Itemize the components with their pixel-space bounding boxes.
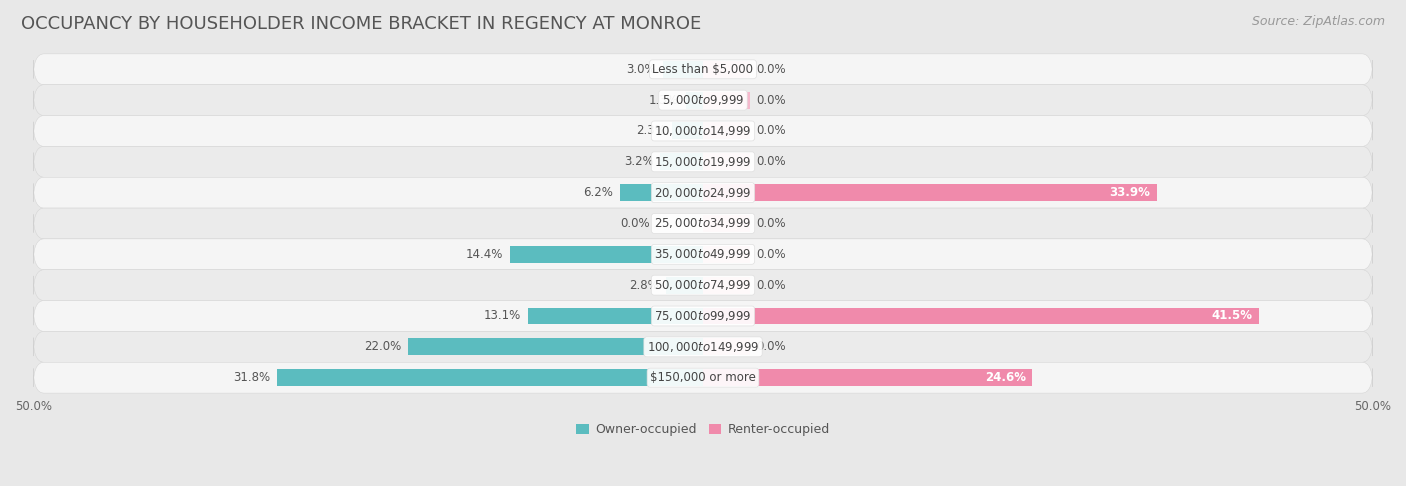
- Text: 3.0%: 3.0%: [627, 63, 657, 76]
- FancyBboxPatch shape: [34, 116, 1372, 146]
- FancyBboxPatch shape: [34, 85, 1372, 116]
- Text: 0.0%: 0.0%: [756, 248, 786, 261]
- FancyBboxPatch shape: [34, 177, 1372, 208]
- Text: 0.0%: 0.0%: [756, 156, 786, 168]
- Text: $15,000 to $19,999: $15,000 to $19,999: [654, 155, 752, 169]
- Text: $25,000 to $34,999: $25,000 to $34,999: [654, 216, 752, 230]
- FancyBboxPatch shape: [34, 362, 1372, 393]
- Bar: [703, 369, 1032, 386]
- Bar: [703, 308, 1258, 325]
- Bar: [527, 308, 703, 325]
- Text: 0.0%: 0.0%: [756, 278, 786, 292]
- Bar: [686, 92, 703, 108]
- Text: $75,000 to $99,999: $75,000 to $99,999: [654, 309, 752, 323]
- Bar: [703, 215, 749, 232]
- Bar: [510, 246, 703, 263]
- Bar: [408, 338, 703, 355]
- Text: Less than $5,000: Less than $5,000: [652, 63, 754, 76]
- Text: 0.0%: 0.0%: [620, 217, 650, 230]
- Text: 0.0%: 0.0%: [756, 340, 786, 353]
- FancyBboxPatch shape: [34, 208, 1372, 239]
- Text: 6.2%: 6.2%: [583, 186, 613, 199]
- Bar: [703, 61, 749, 78]
- Text: 0.0%: 0.0%: [756, 124, 786, 138]
- Text: 24.6%: 24.6%: [984, 371, 1026, 384]
- FancyBboxPatch shape: [34, 146, 1372, 177]
- Text: 0.0%: 0.0%: [756, 217, 786, 230]
- Bar: [665, 277, 703, 294]
- Text: $150,000 or more: $150,000 or more: [650, 371, 756, 384]
- Bar: [277, 369, 703, 386]
- Text: 0.0%: 0.0%: [756, 94, 786, 106]
- Bar: [620, 184, 703, 201]
- Bar: [672, 122, 703, 139]
- Text: Source: ZipAtlas.com: Source: ZipAtlas.com: [1251, 15, 1385, 28]
- Text: $10,000 to $14,999: $10,000 to $14,999: [654, 124, 752, 138]
- Text: 13.1%: 13.1%: [484, 310, 520, 323]
- Bar: [703, 246, 749, 263]
- Text: 33.9%: 33.9%: [1109, 186, 1150, 199]
- Text: 0.0%: 0.0%: [756, 63, 786, 76]
- Text: $5,000 to $9,999: $5,000 to $9,999: [662, 93, 744, 107]
- Bar: [703, 184, 1157, 201]
- Bar: [703, 153, 749, 170]
- Text: 2.3%: 2.3%: [636, 124, 665, 138]
- Text: 31.8%: 31.8%: [233, 371, 270, 384]
- FancyBboxPatch shape: [34, 239, 1372, 270]
- FancyBboxPatch shape: [34, 300, 1372, 331]
- FancyBboxPatch shape: [34, 270, 1372, 300]
- Text: $20,000 to $24,999: $20,000 to $24,999: [654, 186, 752, 200]
- Legend: Owner-occupied, Renter-occupied: Owner-occupied, Renter-occupied: [571, 418, 835, 441]
- Bar: [661, 153, 703, 170]
- Text: $50,000 to $74,999: $50,000 to $74,999: [654, 278, 752, 292]
- Bar: [703, 92, 749, 108]
- Text: $35,000 to $49,999: $35,000 to $49,999: [654, 247, 752, 261]
- Bar: [703, 122, 749, 139]
- Text: 14.4%: 14.4%: [467, 248, 503, 261]
- Text: 1.3%: 1.3%: [650, 94, 679, 106]
- Text: 41.5%: 41.5%: [1211, 310, 1251, 323]
- Text: 2.8%: 2.8%: [628, 278, 659, 292]
- FancyBboxPatch shape: [34, 54, 1372, 85]
- Bar: [703, 338, 749, 355]
- Text: $100,000 to $149,999: $100,000 to $149,999: [647, 340, 759, 354]
- Bar: [662, 61, 703, 78]
- FancyBboxPatch shape: [34, 331, 1372, 362]
- Text: OCCUPANCY BY HOUSEHOLDER INCOME BRACKET IN REGENCY AT MONROE: OCCUPANCY BY HOUSEHOLDER INCOME BRACKET …: [21, 15, 702, 33]
- Text: 3.2%: 3.2%: [624, 156, 654, 168]
- Bar: [703, 277, 749, 294]
- Text: 22.0%: 22.0%: [364, 340, 402, 353]
